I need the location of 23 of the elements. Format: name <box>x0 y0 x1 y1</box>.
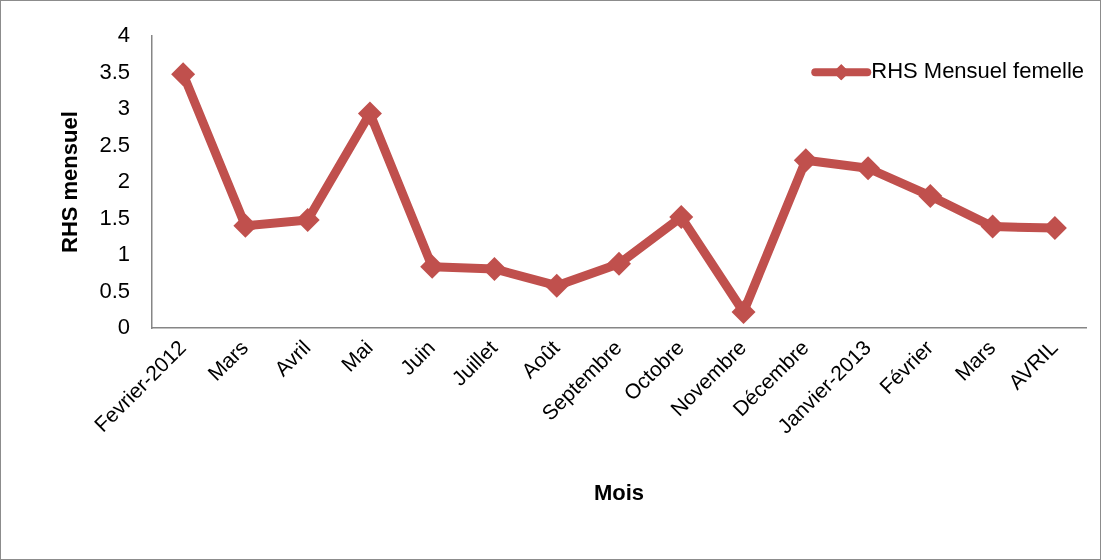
y-tick-label: 1.5 <box>99 204 130 230</box>
y-tick-label: 2 <box>117 168 130 194</box>
point <box>544 273 569 298</box>
y-tick-label: 3 <box>117 95 130 121</box>
point <box>793 148 818 173</box>
y-tick-label: 0.5 <box>99 277 130 303</box>
y-tick-label: 0 <box>117 314 130 340</box>
point <box>731 299 756 324</box>
x-axis-title: Mois <box>593 479 645 505</box>
point <box>856 156 881 181</box>
point <box>918 183 943 208</box>
point <box>607 251 631 276</box>
x-tick-label: Mai <box>336 335 377 376</box>
legend-label: RHS Mensuel femelle <box>871 58 1084 84</box>
point <box>669 205 694 230</box>
y-tick-label: 2.5 <box>99 131 130 157</box>
x-tick-label: Juin <box>395 335 440 380</box>
point <box>357 101 382 126</box>
point <box>171 62 196 87</box>
y-tick-label: 1 <box>117 241 130 267</box>
y-tick-label: 3.5 <box>99 58 130 84</box>
y-axis-title: RHS mensuel <box>57 111 83 254</box>
y-tick-label: 4 <box>117 22 130 48</box>
